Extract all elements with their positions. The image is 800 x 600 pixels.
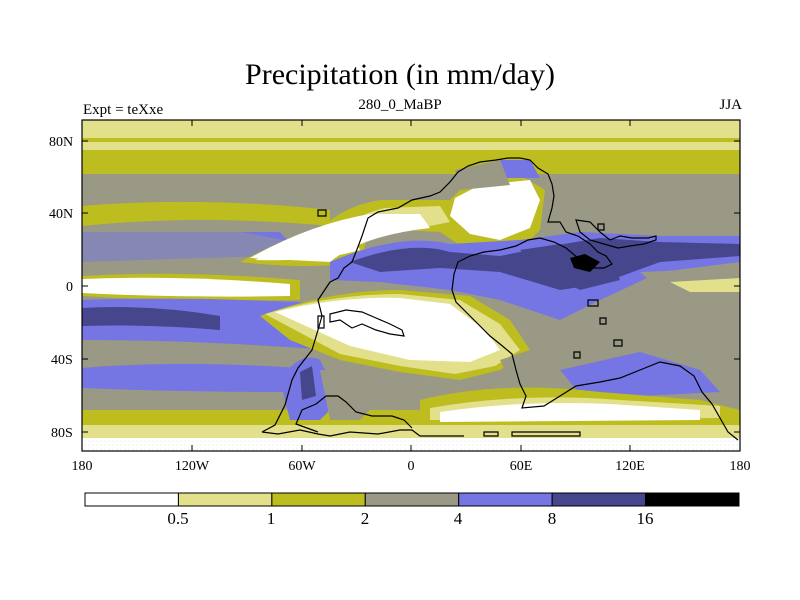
lon-label-180e: 180 (730, 459, 751, 474)
colorbar-label-2: 2 (361, 509, 370, 528)
lon-ticks (191, 120, 631, 451)
precip-field (82, 120, 740, 451)
colorbar-label-4: 4 (454, 509, 463, 528)
lon-label-60e: 60E (510, 459, 533, 474)
colorbar-swatch (551, 492, 647, 507)
colorbar-labels: 0.5 1 2 4 8 16 (167, 509, 653, 528)
lon-label-120w: 120W (175, 459, 210, 474)
colorbar-swatch (177, 492, 273, 507)
lat-label-0: 0 (66, 280, 73, 295)
lat-label-40s: 40S (51, 353, 73, 368)
colorbar-label-16: 16 (637, 509, 654, 528)
lat-label-40n: 40N (49, 207, 73, 222)
colorbar-label-8: 8 (548, 509, 557, 528)
colorbar-label-0-5: 0.5 (167, 509, 188, 528)
period-label: 280_0_MaBP (358, 97, 442, 113)
colorbar-swatch (271, 492, 366, 507)
colorbar-swatch (84, 492, 179, 507)
colorbar-swatch (645, 492, 740, 507)
colorbar-swatch (364, 492, 460, 507)
coastline (261, 157, 739, 441)
lon-label-120e: 120E (615, 459, 645, 474)
colorbar-swatch (458, 492, 553, 507)
lat-ticks (82, 140, 740, 433)
colorbar (84, 492, 740, 507)
experiment-label: Expt = teXxe (83, 102, 164, 118)
lat-label-80s: 80S (51, 426, 73, 441)
lon-label-60w: 60W (288, 459, 316, 474)
lon-label-180w: 180 (72, 459, 93, 474)
lon-label-0: 0 (408, 459, 415, 474)
season-label: JJA (719, 97, 742, 113)
map-title: Precipitation (in mm/day) (245, 58, 555, 91)
colorbar-label-1: 1 (267, 509, 276, 528)
lat-label-80n: 80N (49, 135, 73, 150)
